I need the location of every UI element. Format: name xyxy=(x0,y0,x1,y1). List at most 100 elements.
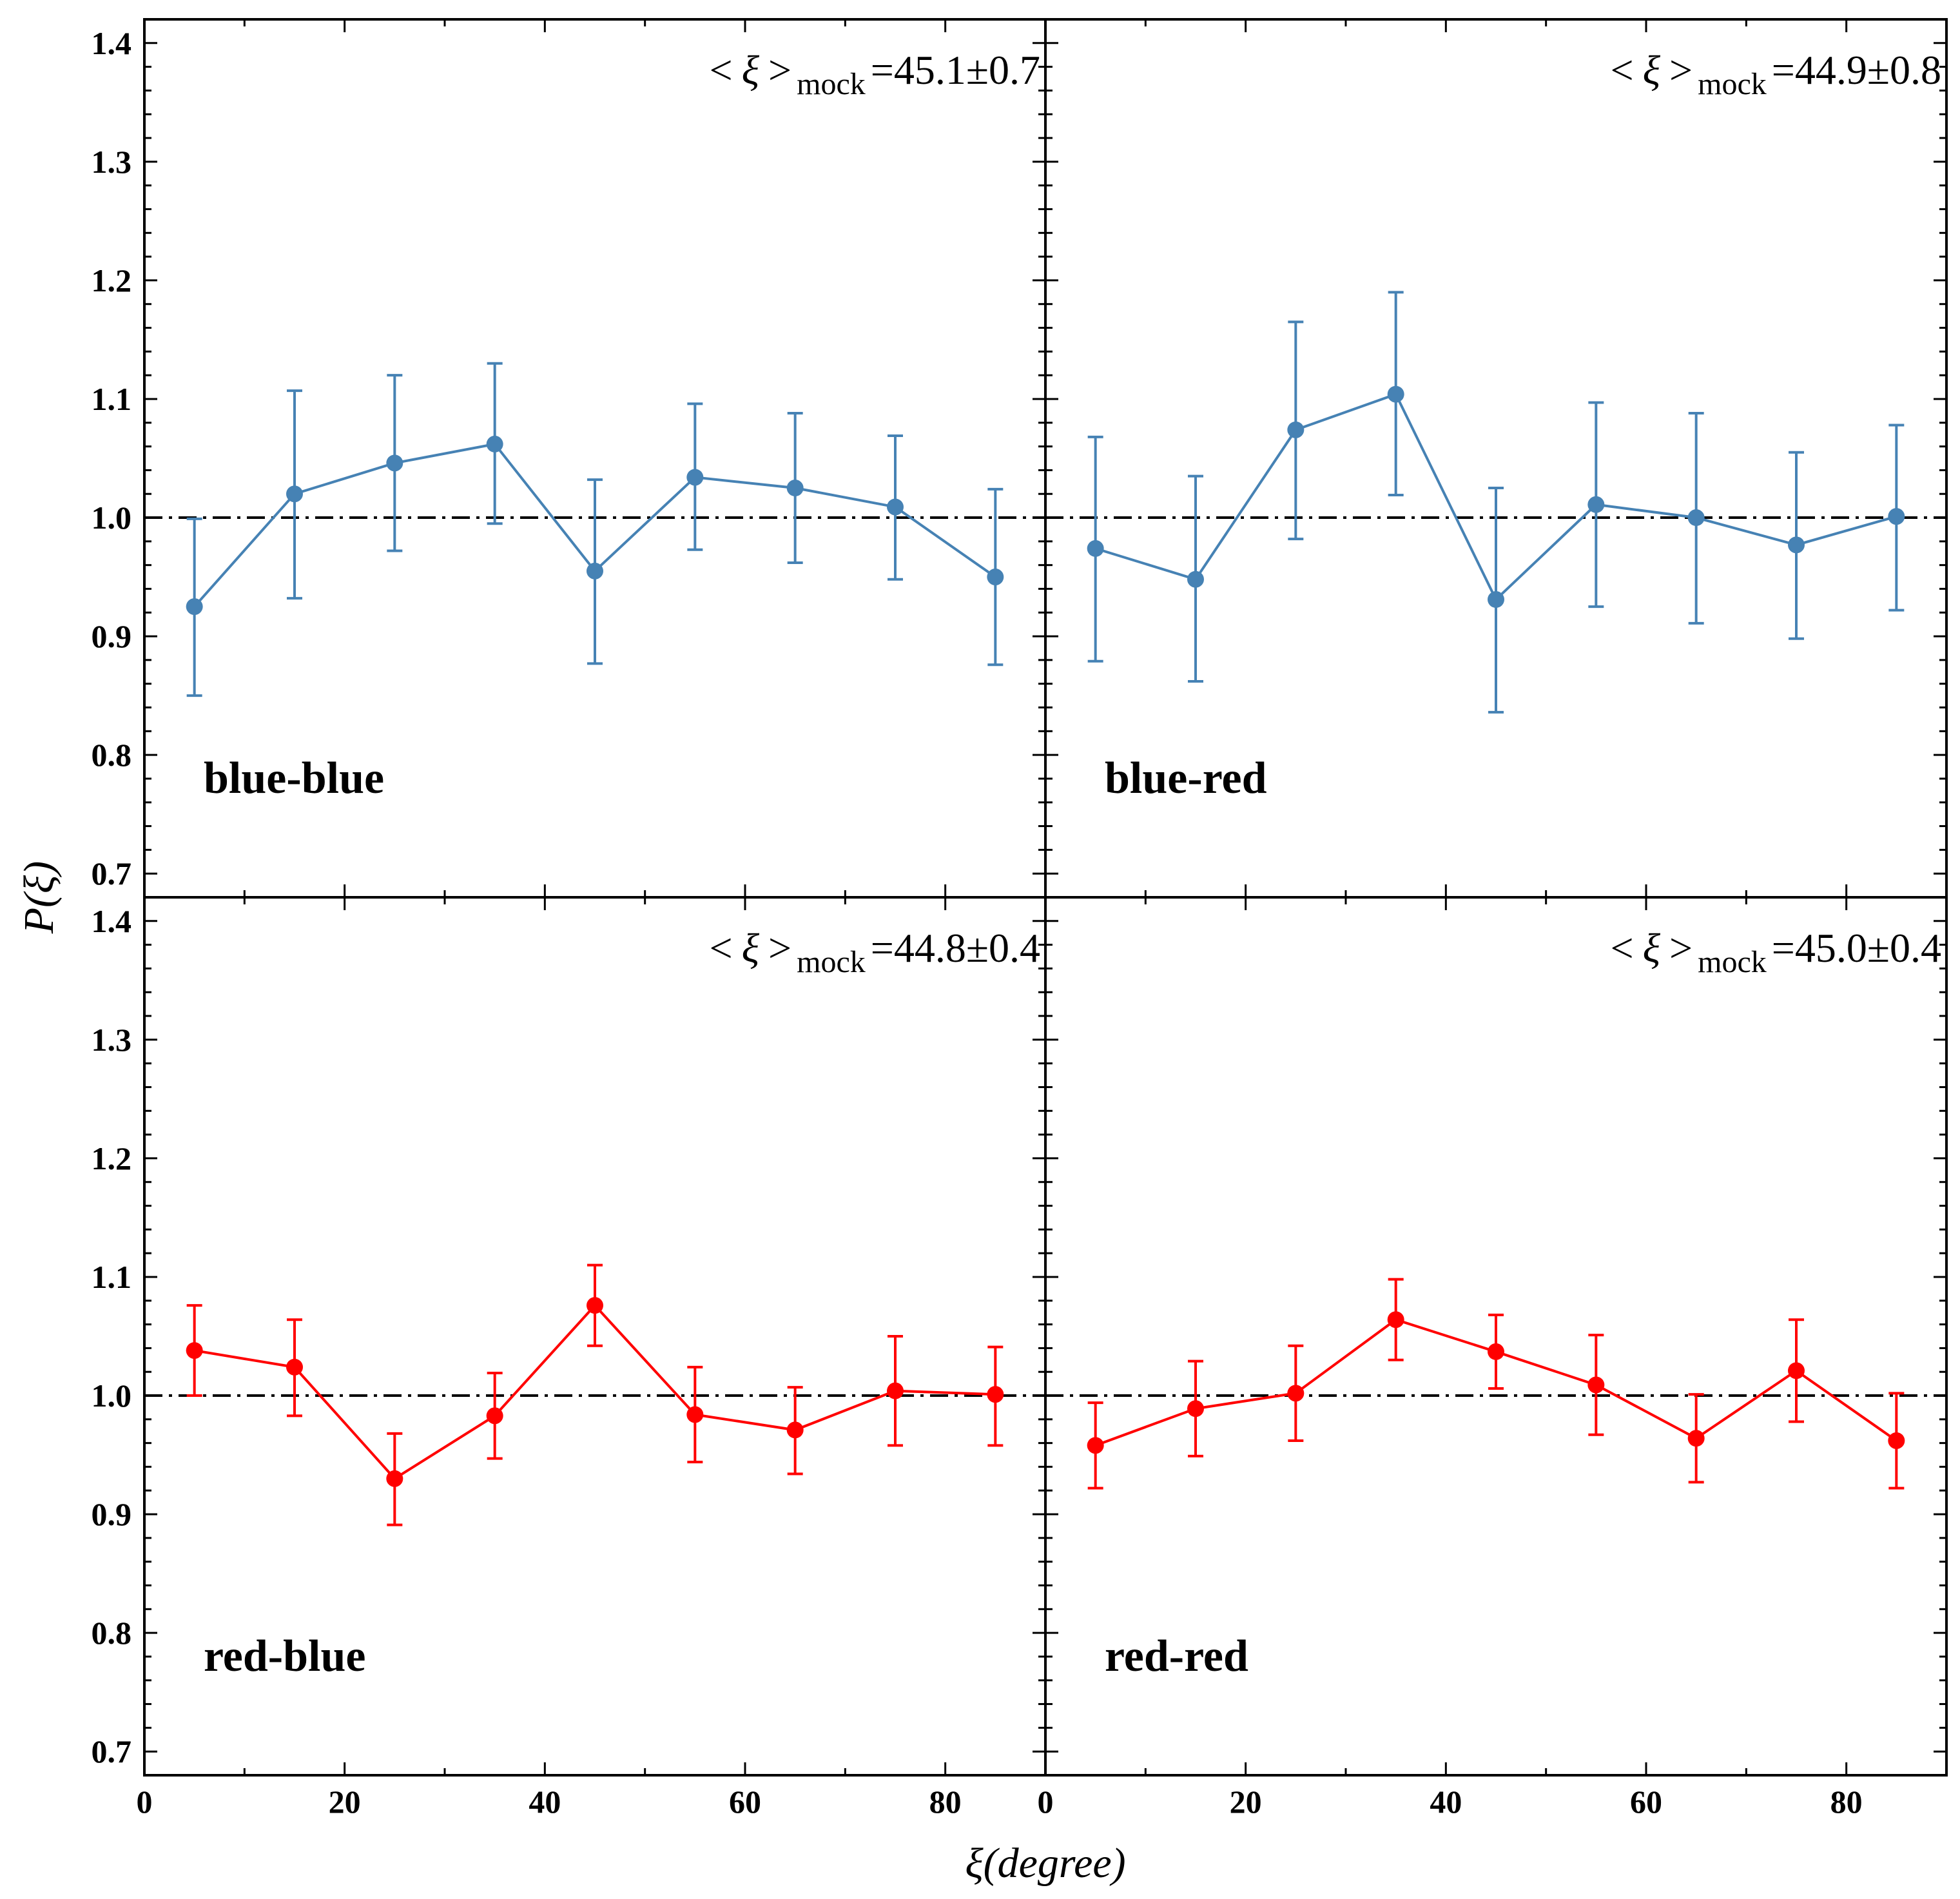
data-point xyxy=(987,1386,1004,1403)
mock-subscript: mock xyxy=(1698,945,1767,979)
data-point xyxy=(486,435,503,453)
panel-label: blue-red xyxy=(1105,754,1267,803)
y-tick-label: 1.3 xyxy=(92,1022,132,1058)
data-point xyxy=(1687,509,1705,527)
data-point xyxy=(1587,496,1605,513)
y-tick-label: 1.0 xyxy=(92,1378,132,1414)
mock-equals: = xyxy=(871,925,894,971)
data-point xyxy=(386,454,403,472)
x-tick-label: 40 xyxy=(1430,1784,1462,1820)
mock-annotation: < ξ > mock =44.8±0.4 xyxy=(710,925,1040,979)
data-point xyxy=(286,1358,303,1376)
data-point xyxy=(686,469,704,486)
data-point xyxy=(887,1382,904,1399)
mock-bracket-right: > xyxy=(1669,925,1693,971)
data-point xyxy=(1687,1430,1705,1447)
mock-symbol: ξ xyxy=(1643,47,1661,93)
data-point xyxy=(1488,1343,1504,1360)
y-tick-label: 0.9 xyxy=(92,618,132,654)
mock-symbol: ξ xyxy=(742,925,760,971)
panel-label: red-red xyxy=(1105,1631,1248,1681)
y-tick-label: 1.4 xyxy=(92,25,132,61)
mock-bracket-right: > xyxy=(768,47,791,93)
data-point xyxy=(1087,1437,1104,1454)
data-point xyxy=(1187,1400,1204,1417)
y-tick-label: 1.1 xyxy=(92,1259,132,1295)
mock-annotation: < ξ > mock =45.1±0.7 xyxy=(710,47,1040,101)
x-tick-label: 20 xyxy=(1230,1784,1262,1820)
mock-value: 45.0±0.4 xyxy=(1795,925,1941,971)
data-point xyxy=(1888,508,1905,525)
data-point xyxy=(887,498,904,516)
y-tick-label: 1.2 xyxy=(92,1140,132,1176)
data-point xyxy=(987,569,1004,586)
data-point xyxy=(1087,540,1104,557)
data-point xyxy=(1287,421,1305,438)
mock-annotation: < ξ > mock =45.0±0.4 xyxy=(1611,925,1941,979)
y-tick-label: 0.7 xyxy=(92,855,132,891)
mock-subscript: mock xyxy=(797,67,866,101)
panel-red-blue: 0 20 40 60 80 0.7 0.8 0.9 1.0 1.1 1.2 1.3 1.4 red-blu… xyxy=(92,896,1047,1820)
y-tick-label: 0.9 xyxy=(92,1496,132,1532)
mock-equals: = xyxy=(1772,925,1795,971)
mock-value: 44.9±0.8 xyxy=(1795,47,1941,93)
mock-bracket-right: > xyxy=(1669,47,1693,93)
y-tick-label: 1.4 xyxy=(92,903,132,939)
x-tick-label: 40 xyxy=(529,1784,561,1820)
mock-symbol: ξ xyxy=(742,47,760,93)
data-point xyxy=(1187,570,1204,588)
data-point xyxy=(286,485,303,503)
data-point xyxy=(486,1407,503,1425)
x-axis-title: ξ(degree) xyxy=(965,1840,1125,1887)
mock-subscript: mock xyxy=(797,945,866,979)
mock-bracket-left: < xyxy=(1611,925,1634,971)
x-tick-label: 0 xyxy=(1038,1784,1054,1820)
mock-equals: = xyxy=(871,47,894,93)
data-point xyxy=(386,1470,403,1487)
panel-red-red: 0 20 40 60 80 red-red < ξ > mock =45.0±0.4 xyxy=(1038,896,1948,1820)
panel-blue-red: blue-red < ξ > mock =44.9±0.8 xyxy=(1044,18,1948,899)
y-tick-label: 1.3 xyxy=(92,144,132,180)
data-point xyxy=(1788,1362,1805,1379)
y-tick-label: 1.0 xyxy=(92,500,132,536)
data-point xyxy=(1387,1311,1404,1329)
x-axis-title-text: ξ(degree) xyxy=(965,1840,1125,1887)
data-point xyxy=(186,598,203,616)
x-tick-label: 20 xyxy=(329,1784,361,1820)
x-tick-label: 80 xyxy=(929,1784,962,1820)
data-point xyxy=(587,562,603,579)
mock-bracket-left: < xyxy=(710,47,733,93)
data-point xyxy=(686,1406,704,1423)
panel-label: blue-blue xyxy=(204,754,384,803)
data-point xyxy=(1287,1385,1305,1402)
data-point xyxy=(1587,1376,1605,1394)
mock-subscript: mock xyxy=(1698,67,1767,101)
y-axis-title: P(ξ) xyxy=(15,861,63,935)
y-axis-title-text: P(ξ) xyxy=(15,861,63,935)
data-point xyxy=(1488,591,1504,609)
y-tick-label: 0.8 xyxy=(92,1615,132,1651)
data-point xyxy=(587,1297,603,1314)
data-point xyxy=(786,1421,804,1439)
mock-value: 45.1±0.7 xyxy=(894,47,1040,93)
data-point xyxy=(786,480,804,497)
panel-label: red-blue xyxy=(204,1631,366,1681)
mock-value: 44.8±0.4 xyxy=(894,925,1040,971)
data-point xyxy=(1788,536,1805,554)
x-tick-label: 0 xyxy=(137,1784,153,1820)
panel-frame xyxy=(1044,896,1948,1777)
panel-blue-blue: 0.7 0.8 0.9 1.0 1.1 1.2 1.3 1.4 blue-blue < ξ > mock… xyxy=(92,18,1047,899)
mock-bracket-left: < xyxy=(710,925,733,971)
data-point xyxy=(186,1342,203,1359)
x-tick-label: 80 xyxy=(1830,1784,1863,1820)
y-tick-label: 0.8 xyxy=(92,737,132,773)
x-tick-label: 60 xyxy=(729,1784,761,1820)
mock-symbol: ξ xyxy=(1643,925,1661,971)
mock-annotation: < ξ > mock =44.9±0.8 xyxy=(1611,47,1941,101)
mock-equals: = xyxy=(1772,47,1795,93)
y-tick-label: 1.1 xyxy=(92,381,132,417)
mock-bracket-left: < xyxy=(1611,47,1634,93)
y-tick-label: 1.2 xyxy=(92,262,132,298)
